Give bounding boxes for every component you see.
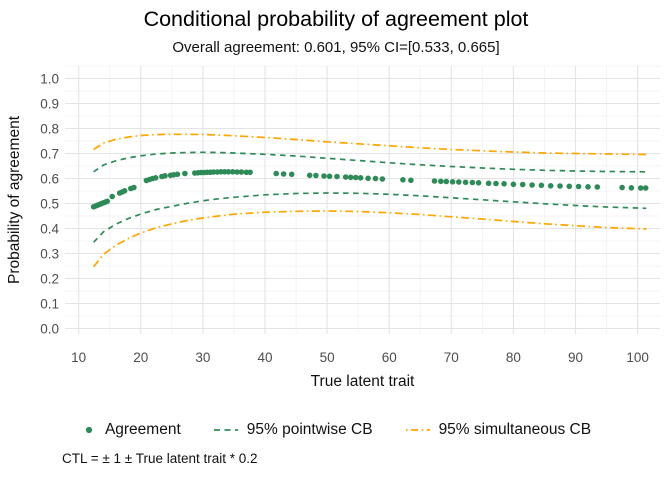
legend-item-pointwise-cb: 95% pointwise CB	[213, 421, 373, 439]
agreement-point	[109, 193, 115, 200]
legend-item-agreement: Agreement	[81, 421, 181, 439]
agreement-point	[400, 177, 406, 183]
agreement-point	[280, 171, 287, 177]
y-tick-label: 0.6	[40, 171, 59, 186]
y-tick-label: 0.9	[40, 96, 59, 111]
agreement-point	[131, 184, 137, 191]
agreement-point	[585, 184, 591, 190]
x-tick-label: 10	[71, 350, 86, 365]
agreement-point	[121, 188, 128, 194]
agreement-point	[443, 178, 450, 185]
agreement-point	[326, 173, 333, 180]
chart-subtitle: Overall agreement: 0.601, 95% CI=[0.533,…	[172, 39, 500, 56]
agreement-point	[547, 183, 554, 189]
x-tick-label: 20	[133, 350, 148, 365]
agreement-point	[594, 184, 601, 190]
y-tick-label: 0.2	[40, 271, 59, 286]
legend: Agreement 95% pointwise CB 95% simultane…	[0, 419, 672, 440]
band-line	[93, 133, 647, 156]
agreement-point	[288, 171, 295, 178]
agreement-point	[469, 179, 476, 186]
agreement-point	[575, 183, 582, 190]
agreement-point	[234, 169, 240, 175]
agreement-point	[238, 169, 245, 175]
agreement-point	[306, 172, 313, 179]
agreement-point	[456, 179, 462, 185]
chart-title: Conditional probability of agreement plo…	[143, 7, 529, 31]
agreement-point	[538, 182, 545, 189]
agreement-point	[628, 185, 635, 191]
y-tick-label: 0.4	[40, 221, 59, 236]
y-tick-label: 1.0	[40, 71, 59, 86]
dashdot-line-icon	[405, 422, 431, 438]
x-tick-label: 50	[320, 350, 335, 365]
x-tick-label: 100	[626, 350, 649, 365]
agreement-point	[229, 169, 236, 175]
band-line	[92, 192, 647, 243]
y-tick-label: 0.1	[40, 296, 59, 311]
agreement-point	[485, 180, 492, 187]
legend-item-simultaneous-cb: 95% simultaneous CB	[405, 420, 592, 439]
agreement-point	[449, 179, 456, 185]
agreement-point	[379, 176, 386, 182]
agreement-point	[247, 169, 253, 176]
agreement-point	[372, 175, 379, 182]
agreement-point	[501, 181, 507, 187]
agreement-point	[357, 175, 364, 181]
agreement-point	[347, 174, 354, 181]
x-tick-label: 40	[257, 350, 272, 365]
agreement-point	[104, 198, 110, 205]
agreement-point	[152, 175, 159, 181]
agreement-point	[352, 174, 359, 181]
agreement-point	[619, 184, 625, 191]
agreement-point	[182, 170, 188, 177]
agreement-point	[162, 173, 168, 179]
dashed-line-icon	[213, 422, 239, 438]
agreement-point-icon	[81, 422, 97, 438]
y-tick-label: 0.8	[40, 121, 59, 136]
agreement-point	[321, 173, 327, 179]
band-line	[92, 210, 647, 268]
x-axis-title: True latent trait	[310, 373, 415, 390]
legend-label-simultaneous-cb: 95% simultaneous CB	[438, 420, 592, 438]
x-tick-label: 80	[506, 350, 521, 365]
agreement-point	[642, 185, 649, 191]
agreement-point	[557, 183, 563, 189]
agreement-point	[334, 173, 340, 180]
agreement-point	[365, 175, 371, 182]
agreement-point	[174, 171, 181, 178]
caption: CTL = ± 1 ± True latent trait * 0.2	[62, 451, 258, 466]
x-tick-label: 70	[444, 350, 459, 365]
agreement-point	[566, 183, 573, 190]
agreement-point	[438, 178, 444, 185]
legend-label-pointwise-cb: 95% pointwise CB	[246, 420, 373, 438]
x-tick-label: 60	[382, 350, 397, 365]
agreement-point	[519, 181, 526, 188]
agreement-point	[273, 170, 280, 177]
band-line	[93, 151, 647, 173]
agreement-point	[529, 182, 535, 188]
agreement-point	[225, 169, 232, 175]
x-tick-label: 90	[568, 350, 583, 365]
agreement-point	[462, 179, 469, 186]
y-tick-label: 0.7	[40, 146, 59, 161]
agreement-point	[342, 174, 349, 180]
agreement-point	[431, 178, 438, 184]
agreement-point	[313, 172, 319, 179]
agreement-point	[475, 180, 482, 186]
agreement-point	[408, 177, 414, 184]
agreement-point	[637, 185, 644, 191]
agreement-point	[510, 181, 517, 188]
y-tick-label: 0.0	[40, 321, 59, 336]
x-tick-label: 30	[195, 350, 210, 365]
agreement-point	[493, 180, 499, 187]
y-tick-label: 0.3	[40, 246, 59, 261]
y-tick-label: 0.5	[40, 196, 59, 211]
legend-label-agreement: Agreement	[104, 420, 181, 438]
